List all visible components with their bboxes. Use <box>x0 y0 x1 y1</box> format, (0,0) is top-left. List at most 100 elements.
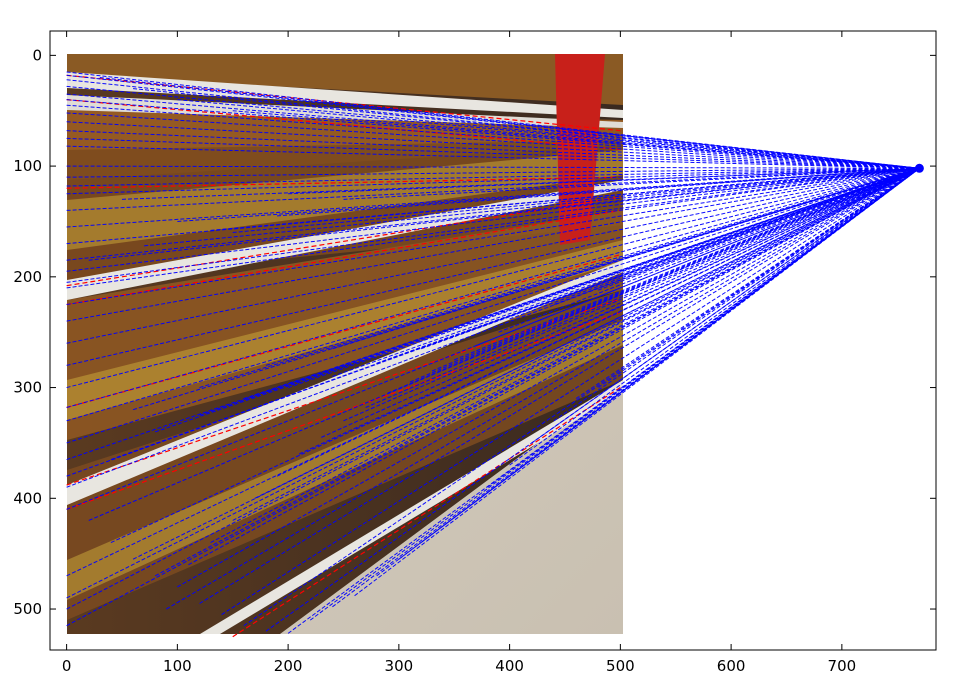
vp-line-93 <box>332 167 920 377</box>
axes-frame <box>49 30 937 651</box>
vp-line-39 <box>66 167 920 444</box>
vp-line-38 <box>66 167 920 422</box>
vp-line-6 <box>66 104 920 169</box>
x-axis-ticks: 0 100 200 300 400 500 600 700 <box>62 31 856 675</box>
vp-line-73 <box>188 167 920 566</box>
x-tick-label-0: 0 <box>62 657 72 675</box>
vp-line-79 <box>321 167 920 438</box>
vp-line-92 <box>287 167 920 389</box>
vp-line-100 <box>88 167 920 261</box>
vp-line-2 <box>66 79 920 169</box>
vp-line-104 <box>66 167 920 627</box>
x-tick-label-700: 700 <box>828 657 857 675</box>
y-tick-label-500: 500 <box>13 600 42 618</box>
vp-line-35 <box>66 167 920 366</box>
vp-line-76 <box>254 167 920 499</box>
vp-line-71 <box>597 167 920 388</box>
y-axis-ticks: 0 100 200 300 400 500 <box>13 46 936 618</box>
red-segment-8 <box>232 387 621 638</box>
x-tick-label-600: 600 <box>717 657 746 675</box>
overlay-lines <box>66 71 924 638</box>
vp-line-67 <box>509 167 920 466</box>
vp-line-90 <box>199 167 920 416</box>
vp-line-105 <box>66 167 920 610</box>
vp-line-16 <box>66 165 920 169</box>
vp-line-3 <box>66 85 920 169</box>
vp-line-18 <box>66 167 920 187</box>
vp-line-21 <box>66 167 920 228</box>
vp-line-4 <box>66 93 920 169</box>
vp-line-30 <box>288 167 920 195</box>
vp-line-65 <box>465 167 920 510</box>
vp-line-72 <box>166 167 920 610</box>
vp-line-91 <box>243 167 920 400</box>
x-tick-label-200: 200 <box>274 657 303 675</box>
vp-line-74 <box>210 167 920 544</box>
vp-line-101 <box>144 167 920 247</box>
red-segment-2 <box>66 176 621 189</box>
vp-line-97 <box>509 167 920 320</box>
vp-line-34 <box>66 167 920 344</box>
vp-line-5 <box>66 99 920 169</box>
vp-line-26 <box>66 167 920 289</box>
x-tick-label-400: 400 <box>495 657 524 675</box>
vp-line-11 <box>66 145 920 169</box>
vp-line-99 <box>598 167 920 291</box>
vp-line-27 <box>121 167 920 200</box>
x-tick-label-300: 300 <box>385 657 414 675</box>
vp-line-107 <box>66 167 920 577</box>
vp-line-19 <box>66 167 920 195</box>
vp-line-54 <box>221 167 920 615</box>
vp-line-83 <box>409 167 920 383</box>
vp-line-8 <box>66 121 920 169</box>
vanishing-point-marker <box>914 163 924 173</box>
vp-line-37 <box>66 167 920 408</box>
vp-line-102 <box>210 167 920 231</box>
vp-line-106 <box>66 167 920 599</box>
x-tick-label-100: 100 <box>163 657 192 675</box>
vp-line-15 <box>232 110 920 169</box>
red-segment-1 <box>66 99 621 151</box>
vp-line-10 <box>66 137 920 169</box>
red-segment-0 <box>66 74 621 132</box>
vp-line-42 <box>66 167 920 488</box>
vp-line-81 <box>365 167 920 408</box>
vp-line-80 <box>343 167 920 422</box>
vp-line-86 <box>476 167 920 346</box>
red-segment-7 <box>66 311 621 510</box>
vp-line-12 <box>99 77 920 169</box>
vp-line-17 <box>66 167 920 178</box>
vp-line-24 <box>66 167 920 272</box>
vp-line-56 <box>265 167 920 632</box>
vp-line-29 <box>232 167 920 234</box>
vp-line-52 <box>177 167 920 588</box>
y-tick-label-400: 400 <box>13 489 42 507</box>
y-tick-label-0: 0 <box>32 46 42 64</box>
vp-line-28 <box>177 167 920 222</box>
vp-line-55 <box>243 167 920 627</box>
red-segment-6 <box>66 298 621 486</box>
vp-line-25 <box>66 167 920 283</box>
vp-line-68 <box>531 167 920 444</box>
vp-line-14 <box>177 99 920 169</box>
y-tick-label-100: 100 <box>13 157 42 175</box>
vp-line-49 <box>110 167 920 544</box>
vp-line-40 <box>66 167 920 461</box>
x-tick-label-500: 500 <box>606 657 635 675</box>
red-segment-4 <box>66 209 621 306</box>
vp-line-69 <box>553 167 920 422</box>
y-tick-label-300: 300 <box>13 379 42 397</box>
vp-line-47 <box>332 167 920 350</box>
vp-line-36 <box>66 167 920 389</box>
vp-line-33 <box>66 167 920 322</box>
background-photo <box>67 54 623 634</box>
vp-line-41 <box>66 167 920 477</box>
vp-line-70 <box>575 167 920 400</box>
vp-line-87 <box>498 167 920 333</box>
vp-line-20 <box>66 167 920 211</box>
vp-line-53 <box>199 167 920 604</box>
vp-line-7 <box>66 112 920 169</box>
vp-line-9 <box>66 130 920 169</box>
